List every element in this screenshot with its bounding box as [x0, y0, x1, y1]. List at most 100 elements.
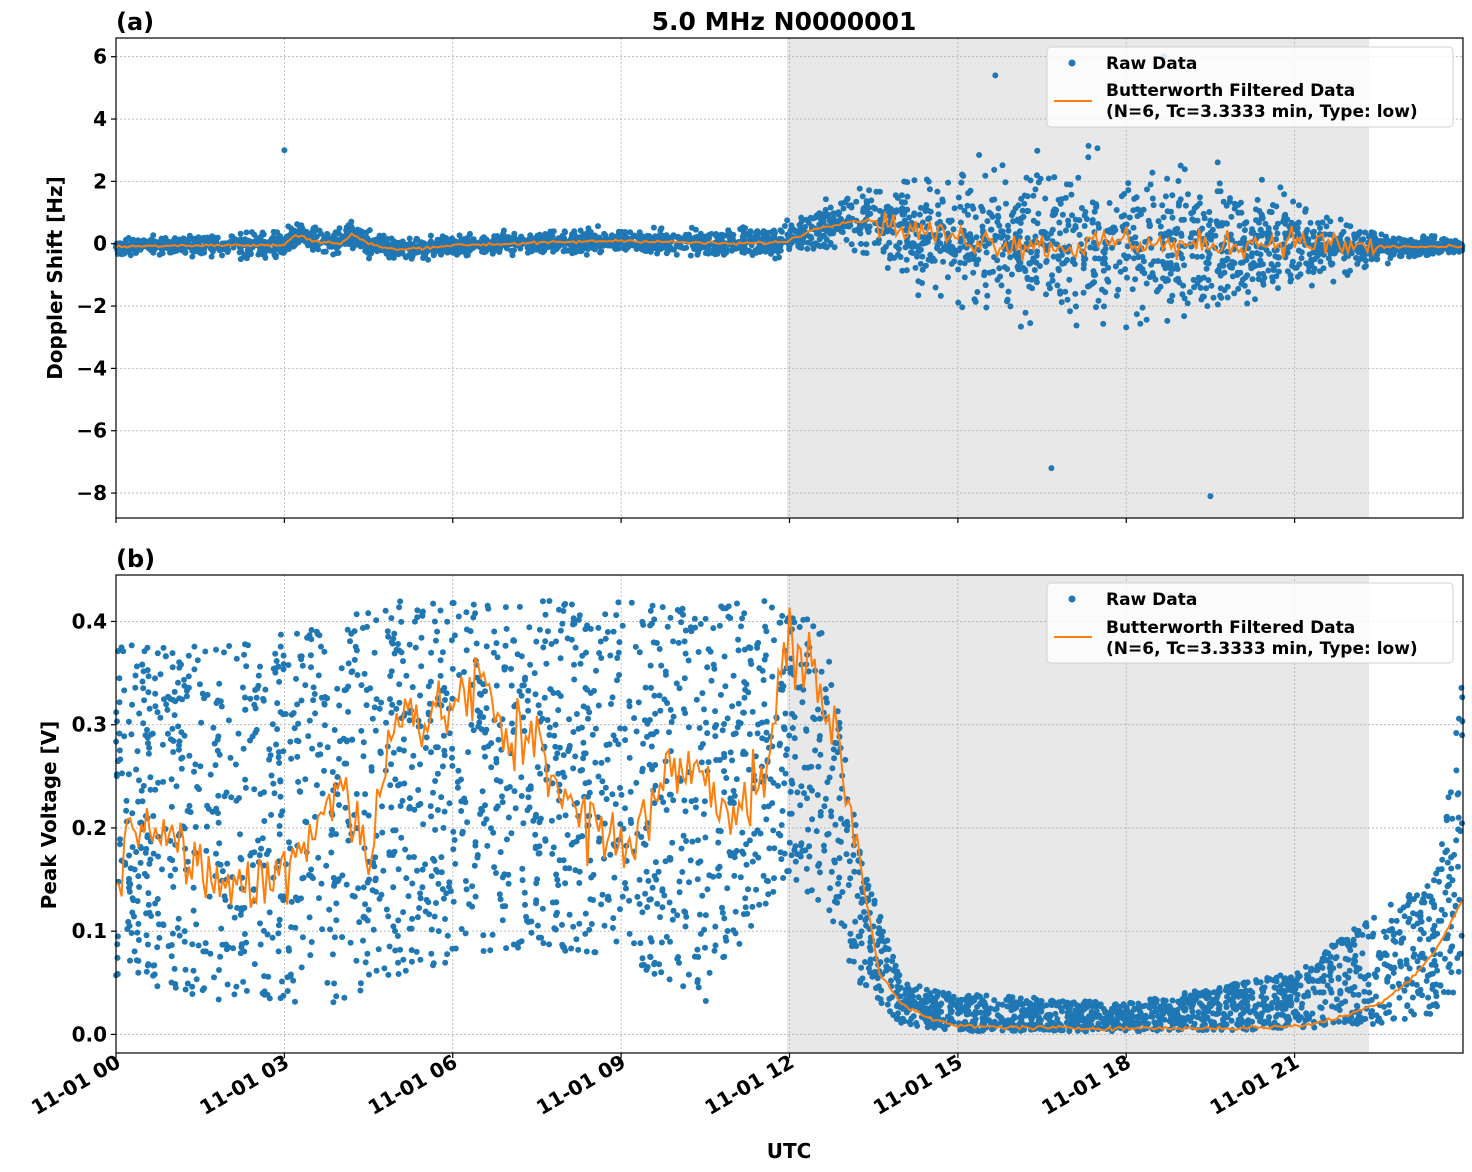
raw-data-point: [1005, 222, 1011, 229]
raw-data-point: [955, 299, 962, 306]
raw-data-point: [502, 604, 509, 611]
raw-data-point: [123, 807, 130, 814]
raw-data-point: [323, 862, 330, 869]
raw-data-point: [527, 785, 534, 792]
raw-data-point: [1075, 174, 1082, 181]
raw-data-point: [1089, 219, 1096, 226]
raw-data-point: [1049, 272, 1055, 279]
raw-data-point: [1203, 259, 1210, 266]
raw-data-point: [678, 619, 685, 626]
raw-data-point: [1254, 196, 1261, 203]
raw-data-point: [256, 852, 263, 859]
raw-data-point: [334, 685, 341, 692]
raw-data-point: [539, 905, 546, 912]
raw-data-point: [537, 710, 543, 717]
raw-data-point: [733, 776, 740, 783]
raw-data-point: [1453, 837, 1460, 844]
raw-data-point: [430, 789, 436, 796]
raw-data-point: [157, 671, 164, 678]
raw-data-point: [388, 615, 395, 622]
raw-data-point: [418, 634, 425, 641]
raw-data-point: [484, 842, 491, 849]
raw-data-point: [201, 246, 208, 253]
raw-data-point: [911, 177, 918, 184]
raw-data-point: [351, 242, 357, 249]
raw-data-point: [1214, 301, 1221, 308]
raw-data-point: [1302, 963, 1309, 970]
raw-data-point: [927, 208, 934, 215]
raw-data-point: [360, 937, 366, 944]
raw-data-point: [493, 682, 500, 689]
raw-data-point: [402, 846, 409, 853]
raw-data-point: [706, 235, 712, 242]
raw-data-point: [527, 661, 534, 668]
raw-data-point: [505, 880, 512, 887]
raw-data-point: [1003, 200, 1009, 207]
raw-data-point: [741, 245, 748, 252]
raw-data-point: [210, 724, 217, 731]
raw-data-point: [816, 221, 823, 228]
raw-data-point: [308, 866, 315, 873]
raw-data-point: [1342, 955, 1349, 962]
raw-data-point: [623, 885, 629, 892]
raw-data-point: [612, 246, 619, 252]
raw-data-point: [150, 232, 157, 239]
raw-data-point: [536, 626, 543, 633]
raw-data-point: [1169, 192, 1176, 199]
raw-data-point: [516, 603, 523, 610]
raw-data-point: [1361, 256, 1368, 263]
raw-data-point: [430, 855, 436, 862]
raw-data-point: [602, 611, 609, 618]
raw-data-point: [895, 251, 901, 258]
raw-data-point: [822, 196, 829, 203]
raw-data-point: [575, 946, 582, 953]
raw-data-point: [357, 987, 364, 994]
raw-data-point: [966, 256, 973, 263]
raw-data-point: [1277, 184, 1284, 191]
raw-data-point: [1371, 234, 1378, 241]
raw-data-point: [320, 248, 327, 255]
raw-data-point: [186, 752, 193, 759]
raw-data-point: [1057, 230, 1063, 237]
raw-data-point: [638, 834, 645, 840]
raw-data-point: [462, 250, 469, 257]
raw-data-point: [1159, 202, 1166, 209]
raw-data-point: [408, 925, 415, 932]
panel-a-legend-filtered-label: Butterworth Filtered Data: [1106, 81, 1355, 101]
raw-data-point: [863, 250, 870, 257]
raw-data-point: [792, 753, 799, 760]
raw-data-point: [687, 857, 694, 864]
raw-data-point: [1168, 208, 1174, 215]
raw-data-point: [712, 733, 719, 740]
raw-data-point: [499, 917, 506, 924]
panel-a-legend-raw-marker: [1068, 59, 1076, 67]
raw-data-point: [481, 249, 488, 256]
raw-data-point: [1067, 308, 1073, 315]
raw-data-point: [1095, 221, 1102, 227]
raw-data-point: [466, 230, 473, 237]
raw-data-point: [983, 249, 990, 256]
raw-data-point: [1169, 292, 1176, 299]
raw-data-point: [189, 253, 196, 260]
raw-data-point: [319, 790, 326, 797]
raw-data-point: [654, 250, 661, 257]
raw-data-point: [607, 652, 614, 659]
raw-data-point: [1096, 255, 1103, 262]
raw-data-point: [1025, 208, 1032, 214]
raw-data-point: [940, 258, 947, 265]
raw-data-point: [546, 724, 553, 731]
raw-data-point: [465, 749, 472, 756]
raw-data-point: [544, 717, 551, 723]
raw-data-point: [1174, 225, 1181, 232]
raw-data-point: [1018, 215, 1025, 222]
raw-data-point: [536, 231, 543, 238]
raw-data-point: [214, 234, 221, 241]
raw-data-point: [1449, 815, 1456, 822]
raw-data-point: [1340, 228, 1347, 235]
raw-data-point: [1024, 193, 1031, 200]
raw-data-point: [704, 245, 711, 252]
raw-data-point: [1002, 179, 1009, 186]
raw-data-point: [1146, 221, 1153, 228]
raw-data-point: [1189, 216, 1196, 223]
raw-data-point: [139, 678, 146, 685]
